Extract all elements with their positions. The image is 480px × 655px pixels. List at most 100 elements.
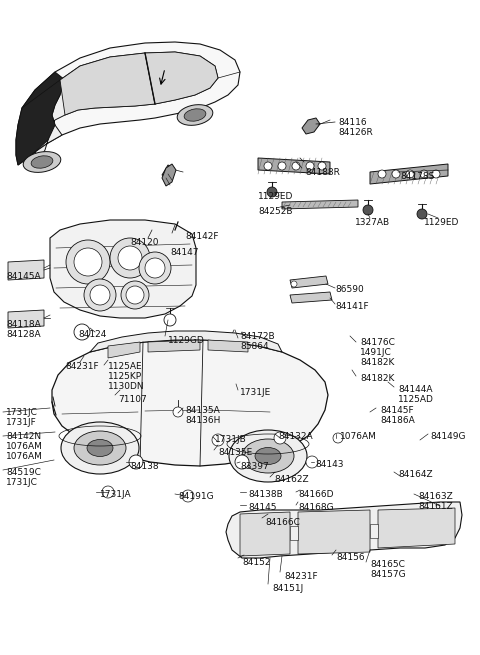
Text: 1130DN: 1130DN [108,382,144,391]
Circle shape [417,209,427,219]
Polygon shape [162,164,176,186]
Text: 84141F: 84141F [335,302,369,311]
Ellipse shape [61,422,139,474]
Polygon shape [8,310,44,328]
Circle shape [66,240,110,284]
Text: 84182K: 84182K [360,374,395,383]
Text: 84132A: 84132A [278,432,312,441]
Text: 1125KP: 1125KP [108,372,142,381]
Ellipse shape [229,430,307,482]
Text: 84145A: 84145A [6,272,41,281]
Text: 84231F: 84231F [65,362,98,371]
Text: 1129GD: 1129GD [168,336,205,345]
Text: 84156: 84156 [336,553,365,562]
Polygon shape [50,220,196,318]
Circle shape [126,286,144,304]
Text: 84126R: 84126R [338,128,373,137]
Polygon shape [282,200,358,209]
Polygon shape [226,502,462,558]
Text: 84128A: 84128A [6,330,41,339]
Text: 84178S: 84178S [400,172,434,181]
Polygon shape [60,53,155,115]
Text: 84191G: 84191G [178,492,214,501]
Circle shape [420,170,428,178]
Circle shape [363,205,373,215]
Polygon shape [298,510,370,554]
Ellipse shape [74,431,126,465]
Text: 84138: 84138 [130,462,158,471]
Polygon shape [108,342,140,358]
Polygon shape [378,508,455,548]
Ellipse shape [31,156,53,168]
Text: 84186A: 84186A [380,416,415,425]
Text: 84135E: 84135E [218,448,252,457]
Circle shape [74,248,102,276]
Text: 84118A: 84118A [6,320,41,329]
Text: 84188R: 84188R [305,168,340,177]
Polygon shape [370,524,378,538]
Text: 84142N: 84142N [6,432,41,441]
Text: 84519C: 84519C [6,468,41,477]
Text: 84231F: 84231F [284,572,318,581]
Text: 84176C: 84176C [360,338,395,347]
Text: 1129ED: 1129ED [424,218,459,227]
Text: 84182K: 84182K [360,358,395,367]
Text: 84149G: 84149G [430,432,466,441]
Polygon shape [302,118,320,134]
Ellipse shape [184,109,206,121]
Text: 84161Z: 84161Z [418,502,453,511]
Text: 84136H: 84136H [185,416,220,425]
Circle shape [84,279,116,311]
Circle shape [278,162,286,170]
Text: 84172B: 84172B [240,332,275,341]
Polygon shape [370,164,448,184]
Ellipse shape [177,105,213,125]
Text: 84144A: 84144A [398,385,432,394]
Polygon shape [52,340,328,466]
Circle shape [291,281,297,287]
Circle shape [182,490,194,502]
Text: 1491JC: 1491JC [360,348,392,357]
Circle shape [306,456,318,468]
Polygon shape [35,52,218,158]
Text: 84120: 84120 [130,238,158,247]
Circle shape [378,170,386,178]
Text: 84163Z: 84163Z [418,492,453,501]
Text: 84252B: 84252B [258,207,292,216]
Circle shape [235,455,249,469]
Text: 84135A: 84135A [185,406,220,415]
Polygon shape [148,340,200,352]
Text: 85864: 85864 [240,342,269,351]
Polygon shape [16,42,240,165]
Circle shape [306,162,314,170]
Ellipse shape [255,447,281,464]
Text: 1731JC: 1731JC [6,408,38,417]
Text: 84166C: 84166C [265,518,300,527]
Text: 84165C: 84165C [370,560,405,569]
Text: 84164Z: 84164Z [398,470,432,479]
Circle shape [110,238,150,278]
Text: 84145F: 84145F [380,406,414,415]
Circle shape [90,285,110,305]
Polygon shape [208,340,248,352]
Text: 84147: 84147 [170,248,199,257]
Circle shape [164,314,176,326]
Circle shape [392,170,400,178]
Polygon shape [8,260,44,280]
Polygon shape [90,331,282,352]
Text: 84152: 84152 [242,558,271,567]
Text: 84168G: 84168G [298,503,334,512]
Text: 1125AE: 1125AE [108,362,143,371]
Text: 1731JB: 1731JB [215,435,247,444]
Text: 84157G: 84157G [370,570,406,579]
Circle shape [145,258,165,278]
Text: 1731JF: 1731JF [6,418,37,427]
Circle shape [292,162,300,170]
Circle shape [118,246,142,270]
Text: 1076AM: 1076AM [6,442,43,451]
Text: 84166D: 84166D [298,490,334,499]
Polygon shape [290,526,298,540]
Text: 1125AD: 1125AD [398,395,434,404]
Text: 84162Z: 84162Z [274,475,309,484]
Text: 84143: 84143 [315,460,344,469]
